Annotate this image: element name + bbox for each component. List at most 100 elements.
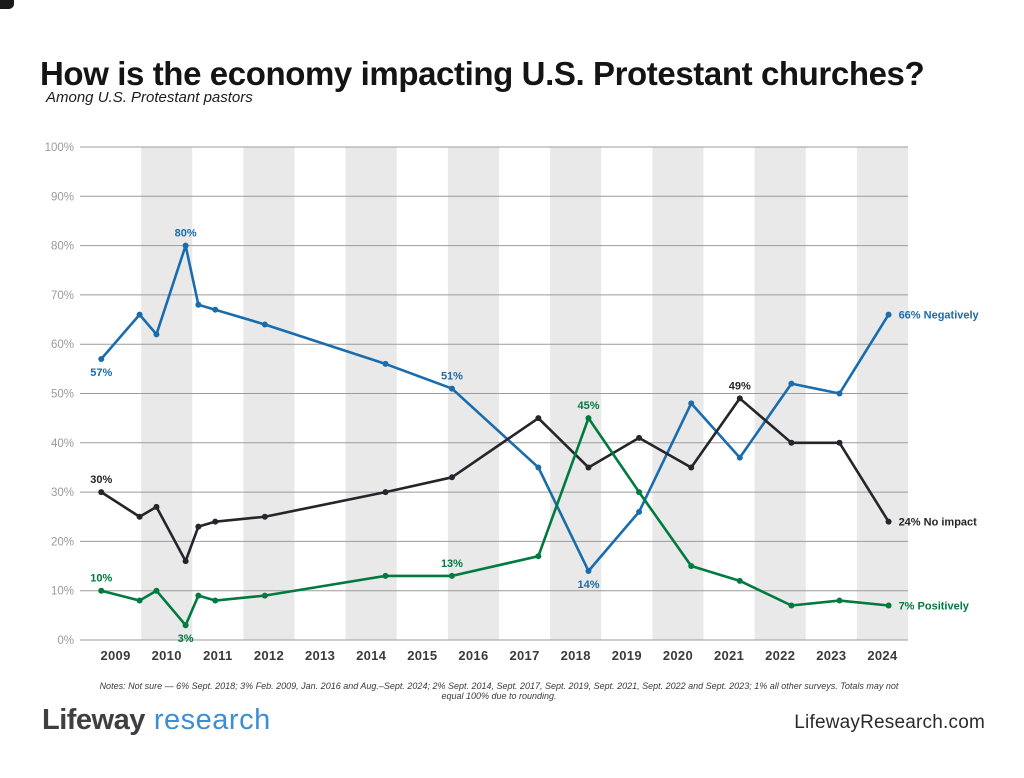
x-tick-label: 2022 [765,648,795,663]
data-point [153,331,160,338]
data-point [261,513,268,520]
y-tick-label: 10% [51,586,74,598]
data-point [885,602,892,609]
data-point [136,597,143,604]
logo-lifeway-text: Lifeway [42,704,145,736]
x-tick-label: 2012 [254,648,284,663]
data-point [736,395,743,402]
data-point [153,503,160,510]
data-label: 80% [175,228,197,240]
data-point [212,597,219,604]
x-tick-label: 2009 [101,648,131,663]
website-text: LifewayResearch.com [794,712,985,733]
data-point [535,464,542,471]
y-tick-label: 40% [51,438,74,450]
x-tick-label: 2014 [356,648,387,663]
x-tick-label: 2024 [867,648,898,663]
y-tick-label: 20% [51,536,74,548]
data-point [535,553,542,560]
x-tick-label: 2010 [152,648,182,663]
data-point [736,577,743,584]
x-tick-label: 2011 [203,648,232,663]
data-point [836,439,843,446]
data-point [98,587,105,594]
data-point [448,385,455,392]
x-tick-label: 2016 [458,648,488,663]
data-label: 57% [90,367,112,379]
data-label: 13% [441,558,463,570]
series-end-label: 24% No impact [899,517,978,529]
data-point [836,597,843,604]
data-point [736,454,743,461]
data-point [382,360,389,367]
corner-mark [0,0,14,9]
data-label: 3% [178,633,194,645]
data-point [885,518,892,525]
x-tick-label: 2018 [561,648,591,663]
data-point [585,464,592,471]
data-point [136,513,143,520]
x-tick-label: 2020 [663,648,693,663]
data-point [98,355,105,362]
data-point [261,592,268,599]
data-point [688,563,695,570]
x-tick-label: 2023 [816,648,846,663]
data-label: 14% [577,579,599,591]
data-point [195,592,202,599]
data-point [585,567,592,574]
y-tick-label: 60% [51,339,74,351]
x-tick-label: 2019 [612,648,642,663]
series-end-label: 66% Negatively [899,310,980,322]
page-subtitle: Among U.S. Protestant pastors [46,89,253,106]
x-tick-label: 2013 [305,648,335,663]
data-point [788,439,795,446]
data-point [182,242,189,249]
data-label: 10% [90,573,112,585]
y-tick-label: 90% [51,191,74,203]
series-end-label: 7% Positively [899,600,970,612]
lifeway-research-logo: Lifeway research [42,704,271,737]
data-point [195,523,202,530]
data-point [212,306,219,313]
data-point [688,464,695,471]
x-tick-label: 2017 [510,648,540,663]
y-tick-label: 50% [51,389,74,401]
data-point [788,602,795,609]
data-point [836,390,843,397]
data-label: 49% [729,380,751,392]
data-point [448,474,455,481]
data-point [98,489,105,496]
data-point [382,572,389,579]
page-title: How is the economy impacting U.S. Protes… [40,55,925,93]
data-point [585,415,592,422]
data-point [788,380,795,387]
x-tick-label: 2015 [407,648,437,663]
data-point [182,622,189,629]
y-tick-label: 80% [51,241,74,253]
data-label: 51% [441,371,463,383]
y-tick-label: 70% [51,290,74,302]
data-point [636,508,643,515]
data-point [382,489,389,496]
data-point [885,311,892,318]
y-tick-label: 30% [51,487,74,499]
data-point [261,321,268,328]
x-tick-label: 2021 [714,648,744,663]
data-point [448,572,455,579]
y-tick-label: 100% [45,142,74,154]
data-point [636,489,643,496]
data-point [182,558,189,565]
y-tick-label: 0% [57,635,74,647]
data-point [195,301,202,308]
logo-research-text: research [153,704,271,736]
data-point [535,415,542,422]
data-point [136,311,143,318]
data-point [636,434,643,441]
data-point [212,518,219,525]
chart-notes: Notes: Not sure — 6% Sept. 2018; 3% Feb.… [99,681,899,701]
data-label: 45% [577,400,599,412]
data-point [153,587,160,594]
data-label: 30% [90,474,112,486]
data-point [688,400,695,407]
